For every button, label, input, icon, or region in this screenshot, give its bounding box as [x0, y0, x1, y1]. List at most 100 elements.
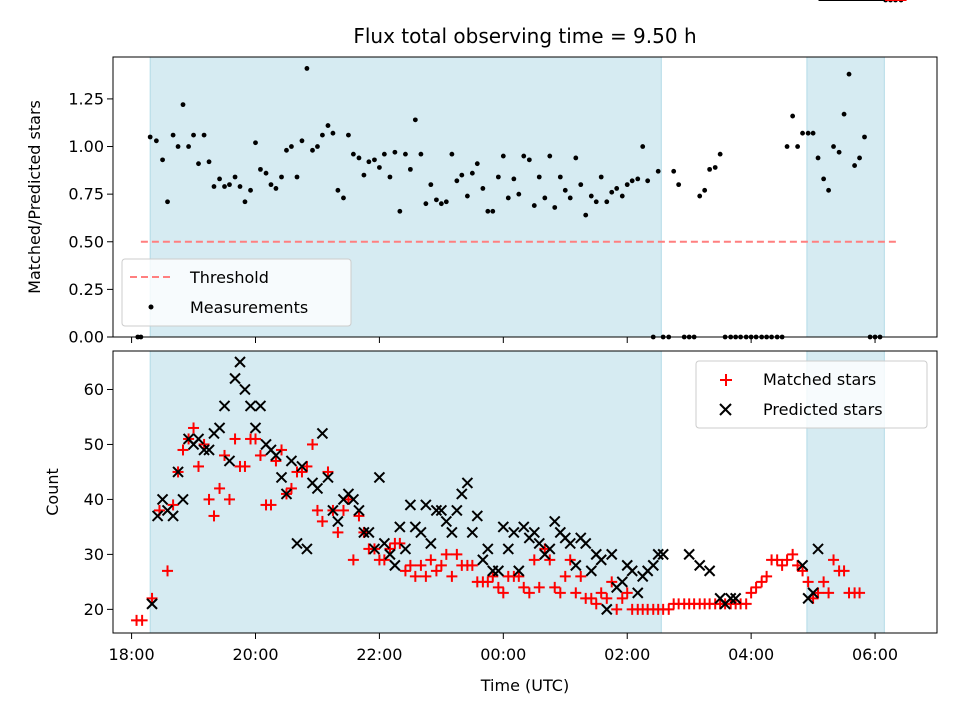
- measurement-point: [304, 66, 310, 71]
- measurement-point: [428, 182, 434, 188]
- predicted-point: [384, 548, 396, 561]
- predicted-point: [399, 543, 412, 555]
- matched-point: [229, 433, 241, 445]
- predicted-point: [518, 521, 530, 533]
- measurement-point: [222, 184, 227, 189]
- y-tick-label: 0.75: [68, 185, 104, 204]
- predicted-point: [502, 543, 514, 555]
- matched-point: [570, 587, 582, 599]
- predicted-point: [497, 521, 510, 533]
- matched-point: [337, 504, 349, 516]
- measurement-point: [227, 182, 232, 188]
- y-tick-label: 50: [84, 435, 104, 454]
- measurement-point: [263, 170, 269, 176]
- predicted-point: [363, 526, 375, 539]
- x-tick-label: 20:00: [232, 645, 278, 664]
- legend-predicted-label: Predicted stars: [763, 400, 883, 419]
- matched-point: [761, 570, 773, 582]
- predicted-point: [430, 504, 443, 517]
- predicted-point: [528, 526, 541, 539]
- matched-point: [745, 587, 757, 599]
- measurement-point: [857, 155, 862, 161]
- matched-point: [823, 587, 835, 599]
- measurement-point: [153, 138, 159, 144]
- predicted-point: [564, 537, 576, 550]
- measurement-point: [217, 176, 222, 182]
- predicted-point: [316, 427, 329, 440]
- measurement-point: [810, 130, 816, 136]
- matched-point: [136, 614, 148, 626]
- matched-point: [146, 592, 158, 604]
- measurement-point: [629, 178, 635, 184]
- measurement-point: [474, 161, 480, 167]
- measurement-point: [253, 140, 258, 146]
- measurement-point: [438, 201, 444, 207]
- matched-point: [544, 554, 556, 566]
- predicted-point: [327, 504, 339, 517]
- shaded-interval: [149, 350, 662, 634]
- predicted-point: [213, 422, 226, 434]
- measurement-point: [495, 174, 501, 180]
- measurement-point: [392, 149, 398, 155]
- predicted-point: [249, 422, 262, 434]
- top-y-ticks: 0.00 0.25 0.50 0.75 1.00 1.25: [68, 89, 113, 347]
- matched-point: [285, 482, 297, 494]
- x-tick-label: 02:00: [604, 645, 650, 664]
- matched-point: [353, 510, 365, 522]
- legend-predicted-swatch: [719, 403, 732, 416]
- measurement-point: [624, 182, 630, 188]
- measurement-point: [443, 199, 449, 205]
- predicted-point: [368, 543, 381, 555]
- matched-point: [409, 570, 421, 582]
- matched-point: [595, 587, 607, 599]
- matched-point: [750, 581, 762, 593]
- matched-point: [214, 482, 226, 494]
- matched-point: [276, 444, 288, 456]
- matched-point: [549, 581, 561, 593]
- measurement-point: [346, 132, 351, 138]
- measurement-point: [206, 159, 212, 165]
- measurement-point: [712, 165, 718, 170]
- x-axis-label: Time (UTC): [480, 676, 569, 695]
- measurement-point: [841, 111, 847, 117]
- measurement-point: [567, 195, 573, 201]
- matched-point: [497, 587, 509, 599]
- x-tick-label: 04:00: [728, 645, 774, 664]
- matched-point: [219, 449, 231, 461]
- measurement-point: [180, 102, 186, 108]
- predicted-point: [616, 576, 628, 588]
- legend-threshold-label: Threshold: [189, 268, 269, 287]
- matched-point: [332, 526, 344, 538]
- predicted-point: [533, 537, 545, 550]
- predicted-point: [146, 598, 158, 610]
- predicted-point: [461, 477, 474, 489]
- measurement-point: [521, 153, 527, 159]
- predicted-point: [657, 548, 669, 561]
- predicted-point: [358, 526, 370, 539]
- measurement-point: [201, 132, 207, 138]
- predicted-point: [435, 504, 448, 517]
- predicted-point: [420, 499, 432, 511]
- predicted-point: [223, 455, 236, 467]
- measurement-point: [784, 144, 790, 149]
- predicted-point: [812, 543, 824, 555]
- measurement-point: [412, 117, 418, 123]
- measurement-point: [387, 174, 393, 180]
- measurement-point: [831, 144, 836, 149]
- measurement-point: [635, 176, 641, 182]
- matched-point: [208, 510, 220, 522]
- measurement-point: [542, 195, 548, 201]
- y-tick-label: 0.25: [68, 280, 104, 299]
- measurement-point: [242, 199, 248, 205]
- predicted-point: [353, 504, 365, 517]
- predicted-point: [807, 587, 819, 599]
- top-legend: Threshold Measurements: [121, 258, 352, 327]
- y-tick-label: 1.25: [68, 89, 104, 108]
- predicted-point: [378, 537, 391, 550]
- predicted-point: [332, 515, 344, 528]
- predicted-point: [796, 559, 809, 572]
- x-tick-label: 00:00: [480, 645, 526, 664]
- matched-star-points: [131, 0, 907, 626]
- measurement-point: [536, 174, 542, 180]
